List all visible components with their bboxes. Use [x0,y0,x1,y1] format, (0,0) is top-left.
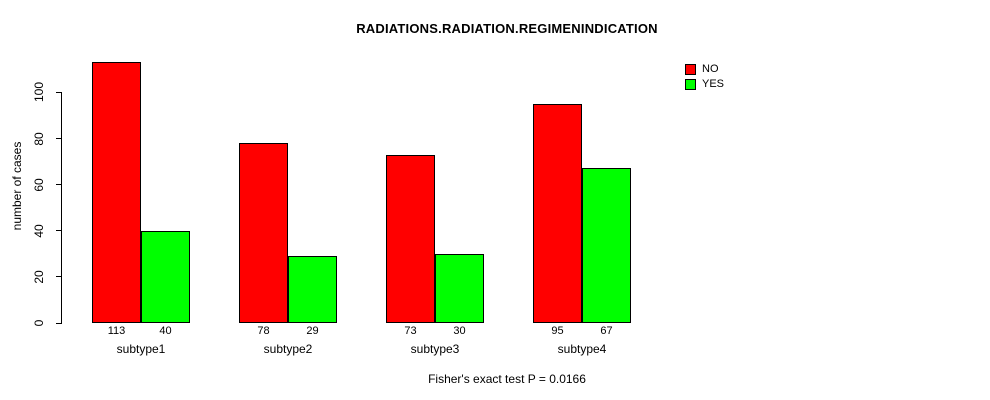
bar-yes-subtype2 [288,256,337,323]
bar-value-label: 113 [107,325,126,337]
bar-no-subtype4 [533,104,582,323]
bar-no-subtype3 [386,155,435,323]
legend-item-no: NO [685,64,719,75]
bar-no-subtype2 [239,143,288,323]
y-axis-label: number of cases [10,141,24,231]
x-category-label-subtype2: subtype2 [263,342,313,356]
bar-value-label: 78 [257,325,270,337]
bar-yes-subtype4 [582,168,631,323]
y-tick-label: 100 [32,82,46,103]
y-tick-mark [56,91,61,93]
bar-value-label: 40 [159,325,172,337]
y-tick-label: 0 [32,319,46,327]
legend-label: NO [702,63,719,75]
legend-swatch-yes [685,79,696,90]
y-tick-label: 60 [32,177,46,192]
y-tick-label: 20 [32,270,46,284]
y-axis-line [61,92,62,324]
x-category-label-subtype1: subtype1 [116,342,166,356]
legend-label: YES [702,78,725,90]
y-tick-mark [56,184,61,186]
bar-value-label: 30 [453,325,466,337]
legend-swatch-no [685,64,696,75]
x-category-label-subtype4: subtype4 [557,342,607,356]
y-tick-mark [56,230,61,232]
caption-fisher-test: Fisher's exact test P = 0.0166 [428,372,586,386]
chart-title: RADIATIONS.RADIATION.REGIMENINDICATION [356,21,658,36]
legend-item-yes: YES [685,79,724,90]
y-tick-label: 40 [32,224,46,238]
y-tick-mark [56,276,61,278]
bar-value-label: 95 [551,325,564,337]
bar-yes-subtype1 [141,231,190,323]
bar-value-label: 29 [306,325,319,337]
y-tick-mark [56,322,61,324]
y-tick-label: 80 [32,131,46,146]
y-tick-mark [56,138,61,140]
bar-yes-subtype3 [435,254,484,323]
bar-value-label: 73 [404,325,417,337]
bar-no-subtype1 [92,62,141,323]
x-category-label-subtype3: subtype3 [410,342,460,356]
bar-value-label: 67 [600,325,613,337]
